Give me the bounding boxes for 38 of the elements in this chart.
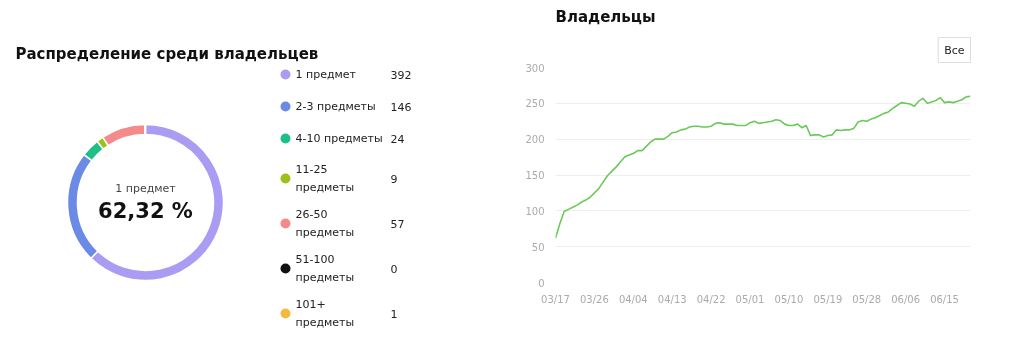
x-tick-label: 05/28 — [852, 293, 882, 305]
line-series — [555, 95, 971, 239]
legend-label: 4-10 предметы — [295, 132, 383, 145]
y-tick-label: 200 — [525, 134, 545, 146]
data-label: 1 — [390, 307, 398, 321]
data-label: 57 — [390, 217, 405, 231]
data-label: 146 — [390, 100, 412, 114]
y-tick-label: 150 — [525, 170, 545, 181]
y-tick-label: 300 — [525, 62, 545, 74]
y-tick-label: 250 — [525, 98, 545, 110]
x-tick-label: 06/15 — [930, 293, 959, 305]
chart-title: Распределение среди владельцев — [15, 44, 319, 63]
x-tick-label: 05/10 — [774, 293, 804, 305]
y-tick-label: 100 — [525, 205, 545, 217]
x-tick-label: 03/26 — [580, 293, 609, 305]
legend-label: 101+ предметы — [295, 297, 355, 330]
x-tick-label: 06/06 — [891, 293, 921, 305]
x-tick-label: 04/22 — [696, 293, 726, 305]
text: 62,32 % — [98, 198, 193, 223]
data-label: 24 — [390, 132, 405, 146]
y-tick-label: 0 — [538, 277, 545, 289]
text: 0 — [390, 262, 398, 276]
data-label: 9 — [390, 172, 398, 186]
legend-label: 1 предмет — [295, 68, 357, 81]
legend-label: 51-100 предметы — [295, 252, 355, 285]
legend-label: 11-25 предметы — [295, 162, 355, 195]
legend-label: 2-3 предметы — [295, 100, 376, 113]
data-label: 392 — [390, 68, 412, 82]
x-tick-label: 03/17 — [541, 293, 570, 305]
y-tick-label: 50 — [531, 241, 545, 253]
legend-label: 26-50 предметы — [295, 207, 355, 240]
text: Все — [944, 43, 965, 57]
chart-title: Владельцы — [555, 7, 656, 26]
x-tick-label: 04/13 — [657, 293, 687, 305]
x-tick-label: 04/04 — [618, 293, 648, 305]
x-tick-label: 05/01 — [735, 293, 765, 305]
x-tick-label: 05/19 — [813, 293, 843, 305]
slice-label: 1 предмет — [115, 182, 177, 195]
